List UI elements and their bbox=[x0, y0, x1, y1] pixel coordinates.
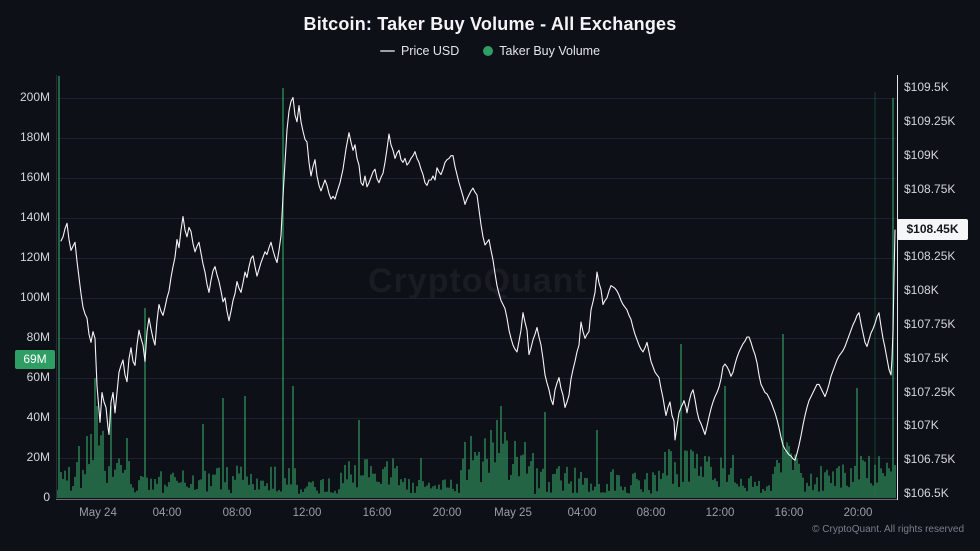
legend-label-volume: Taker Buy Volume bbox=[499, 44, 601, 58]
right-axis-tick-label: $109.5K bbox=[904, 80, 949, 94]
right-axis-tick-label: $108K bbox=[904, 283, 939, 297]
volume-bar-dim bbox=[874, 92, 876, 498]
price-line bbox=[60, 96, 896, 461]
right-axis-tick-label: $109K bbox=[904, 147, 939, 162]
right-axis-tick-label: $106.75K bbox=[904, 452, 956, 467]
right-axis-tick-label: $107.25K bbox=[904, 384, 956, 399]
legend: Price USD Taker Buy Volume bbox=[0, 44, 980, 58]
left-axis-tick-label: 60M bbox=[26, 370, 50, 384]
x-axis-tick-label: 12:00 bbox=[705, 507, 735, 519]
left-axis-tick-label: 100M bbox=[19, 290, 50, 304]
x-axis-tick-label: 16:00 bbox=[774, 507, 804, 519]
right-axis-tick-label: $109.25K bbox=[904, 113, 956, 128]
right-axis-tick-label: $107.75K bbox=[904, 316, 956, 331]
left-axis-tick-label: 20M bbox=[26, 450, 50, 464]
left-axis-tick-label: 200M bbox=[19, 90, 50, 104]
x-axis-tick-label: 16:00 bbox=[362, 507, 392, 519]
volume-legend-marker-icon bbox=[483, 46, 494, 56]
copyright-text: © CryptoQuant. All rights reserved bbox=[812, 524, 964, 535]
left-axis-tick-label: 0 bbox=[43, 490, 50, 504]
left-axis-tick-label: 40M bbox=[26, 410, 50, 424]
right-axis-tick-label: $107.5K bbox=[904, 350, 949, 365]
price-line-legend-marker-icon bbox=[379, 50, 395, 52]
current-volume-badge: 69M bbox=[15, 350, 55, 369]
x-axis-tick-label: 20:00 bbox=[843, 507, 873, 519]
left-axis-tick-label: 80M bbox=[26, 330, 50, 344]
right-axis-tick-label: $108.75K bbox=[904, 181, 956, 196]
right-axis-tick-label: $107K bbox=[904, 418, 939, 433]
x-axis-tick-label: 04:00 bbox=[567, 507, 597, 519]
right-axis-tick-label: $108.25K bbox=[904, 249, 956, 264]
left-axis-tick-label: 160M bbox=[19, 170, 50, 184]
x-axis-tick-label: 04:00 bbox=[152, 507, 182, 519]
x-axis-tick-label: 20:00 bbox=[432, 507, 462, 519]
left-axis-tick-label: 120M bbox=[19, 250, 50, 264]
legend-label-price: Price USD bbox=[400, 44, 460, 58]
left-axis-tick-label: 180M bbox=[19, 130, 50, 144]
x-axis-tick-label: May 25 bbox=[494, 507, 532, 519]
legend-item-price[interactable]: Price USD bbox=[379, 44, 460, 58]
chart-title: Bitcoin: Taker Buy Volume - All Exchange… bbox=[303, 14, 677, 34]
volume-bars bbox=[56, 76, 896, 498]
left-axis-tick-label: 140M bbox=[19, 210, 50, 224]
current-price-badge: $108.45K bbox=[897, 219, 968, 241]
x-axis-tick-label: 08:00 bbox=[222, 507, 252, 519]
right-axis-tick-label: $106.5K bbox=[904, 486, 949, 500]
legend-item-volume[interactable]: Taker Buy Volume bbox=[483, 44, 600, 58]
x-axis-tick-label: 12:00 bbox=[292, 507, 322, 519]
x-axis-tick-label: 08:00 bbox=[636, 507, 666, 519]
x-axis-tick-label: May 24 bbox=[79, 507, 117, 519]
